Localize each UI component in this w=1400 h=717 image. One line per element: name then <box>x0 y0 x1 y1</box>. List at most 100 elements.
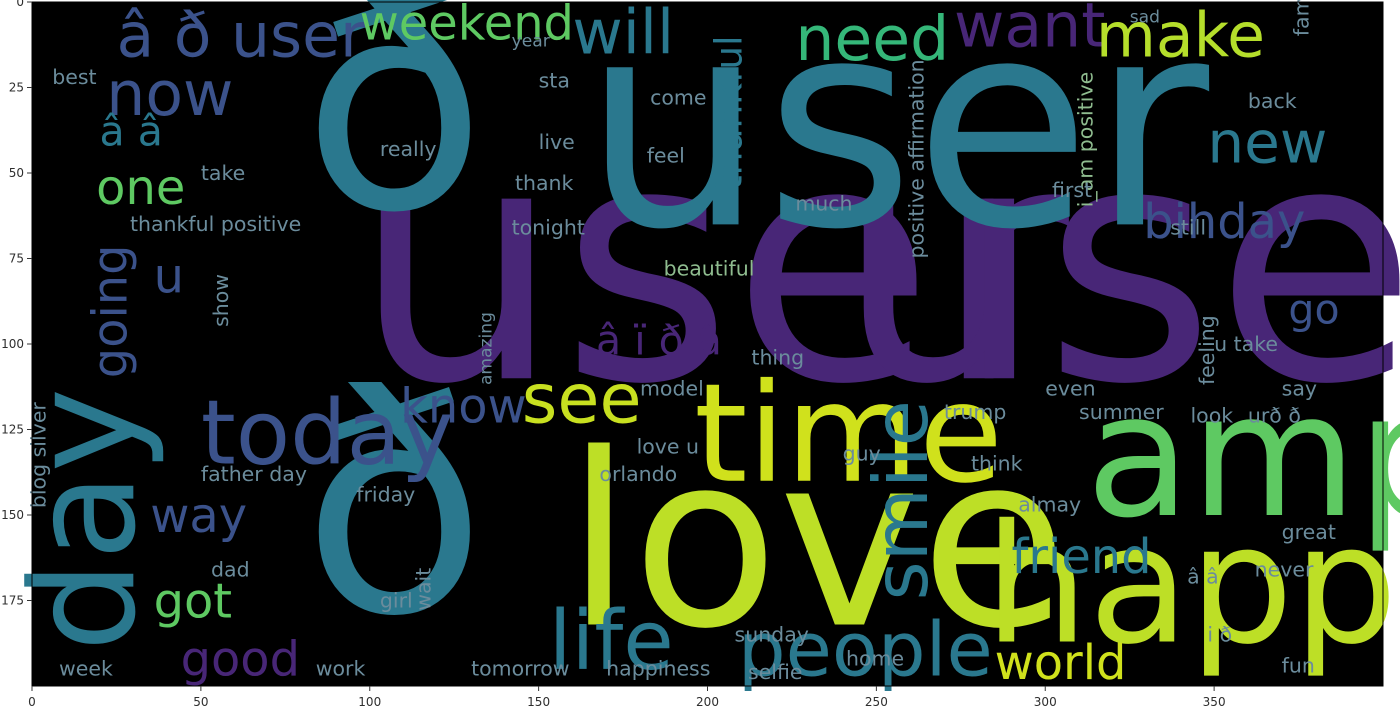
word-24: one <box>96 161 185 216</box>
word-43: i_am positive <box>1074 72 1099 207</box>
word-88: selfie <box>748 660 803 684</box>
word-9: day <box>0 388 167 652</box>
x-tick-label: 350 <box>1203 695 1226 709</box>
word-59: family <box>1290 0 1314 36</box>
word-6: amp <box>1086 357 1400 556</box>
word-44: really <box>380 137 437 161</box>
y-tick-label: 75 <box>9 252 24 266</box>
word-23: bihday <box>1143 195 1305 250</box>
word-25: â â <box>100 108 163 156</box>
word-84: week <box>59 657 113 681</box>
y-tick-label: 150 <box>1 508 24 522</box>
word-74: almay <box>1018 493 1081 517</box>
word-82: i ð <box>1207 623 1232 647</box>
word-7: happy <box>984 490 1400 681</box>
word-33: world <box>995 636 1127 691</box>
word-45: live <box>539 130 575 154</box>
word-80: wait <box>412 568 436 611</box>
x-tick-label: 300 <box>1034 695 1057 709</box>
word-77: never <box>1255 558 1314 582</box>
word-69: u take <box>1214 332 1278 356</box>
word-63: trump <box>944 400 1006 424</box>
word-54: come <box>650 86 706 110</box>
word-57: best <box>52 65 96 89</box>
word-22: new <box>1207 109 1327 177</box>
word-16: will <box>572 0 674 68</box>
word-55: sta <box>539 69 570 93</box>
word-73: friday <box>356 482 415 506</box>
word-27: going <box>84 244 139 378</box>
word-49: tonight <box>512 216 585 240</box>
word-31: good <box>181 633 300 688</box>
word-34: go <box>1288 285 1339 333</box>
x-tick-label: 150 <box>527 695 550 709</box>
word-41: orlando <box>599 462 677 486</box>
word-20: â ð user <box>116 0 366 72</box>
word-66: urð ð <box>1248 404 1301 428</box>
word-32: friend <box>1011 530 1151 585</box>
word-76: â â <box>1187 564 1219 588</box>
y-tick-label: 0 <box>16 0 24 9</box>
word-18: want <box>954 0 1105 61</box>
word-26: u <box>154 250 184 305</box>
word-91: amazing <box>476 312 496 385</box>
word-36: thankful <box>706 35 750 190</box>
word-78: dad <box>211 558 250 582</box>
word-15: now <box>106 58 233 130</box>
word-75: great <box>1282 520 1336 544</box>
y-tick-label: 100 <box>1 337 24 351</box>
word-67: say <box>1282 376 1317 400</box>
x-tick-label: 100 <box>358 695 381 709</box>
word-86: tomorrow <box>471 657 569 681</box>
word-71: guy <box>843 441 881 465</box>
word-11: life <box>549 594 674 689</box>
word-40: blog silver <box>27 402 51 509</box>
word-53: back <box>1248 89 1297 113</box>
x-tick-label: 0 <box>28 695 36 709</box>
word-8: time <box>694 355 1003 514</box>
word-35: â ï ð â <box>596 316 722 364</box>
word-65: look <box>1190 404 1233 428</box>
word-87: happiness <box>606 657 710 681</box>
word-61: model <box>640 376 704 400</box>
word-28: know <box>400 380 527 435</box>
word-12: people <box>738 606 993 694</box>
word-39: father day <box>201 462 307 486</box>
word-48: take <box>201 161 245 185</box>
word-79: girl <box>380 588 413 612</box>
word-46: feel <box>647 144 685 168</box>
word-0: user <box>353 74 1073 456</box>
word-72: think <box>971 452 1023 476</box>
word-56: year <box>512 31 551 51</box>
word-52: still <box>1170 216 1206 240</box>
word-68: feeling <box>1195 315 1219 385</box>
word-29: way <box>150 489 247 544</box>
word-30: got <box>154 575 232 630</box>
word-4: ð <box>302 332 486 682</box>
x-tick-label: 250 <box>865 695 888 709</box>
word-90: show <box>209 274 233 327</box>
word-89: home <box>846 646 904 670</box>
word-64: summer <box>1079 400 1164 424</box>
word-14: see <box>522 361 642 440</box>
word-10: today <box>201 381 454 485</box>
word-83: fun <box>1282 653 1315 677</box>
word-38: positive affirmation <box>905 59 929 258</box>
word-58: sad <box>1130 8 1160 28</box>
word-50: much <box>795 192 852 216</box>
word-17: need <box>795 3 949 75</box>
x-tick-label: 50 <box>193 695 208 709</box>
word-13: smile <box>857 400 945 600</box>
word-19: make <box>1096 0 1265 72</box>
word-60: thing <box>751 346 804 370</box>
y-tick-label: 25 <box>9 81 24 95</box>
word-3: ð <box>302 0 486 278</box>
x-axis: 0 50 100 150 200 250 300 350 <box>28 686 1226 709</box>
x-tick-label: 200 <box>696 695 719 709</box>
word-layer: useruseruserððloveamphappytimedaytodayli… <box>0 0 1400 694</box>
word-42: beautiful <box>664 257 755 281</box>
y-tick-label: 50 <box>9 166 24 180</box>
word-85: work <box>316 657 366 681</box>
word-70: love u <box>637 434 700 458</box>
